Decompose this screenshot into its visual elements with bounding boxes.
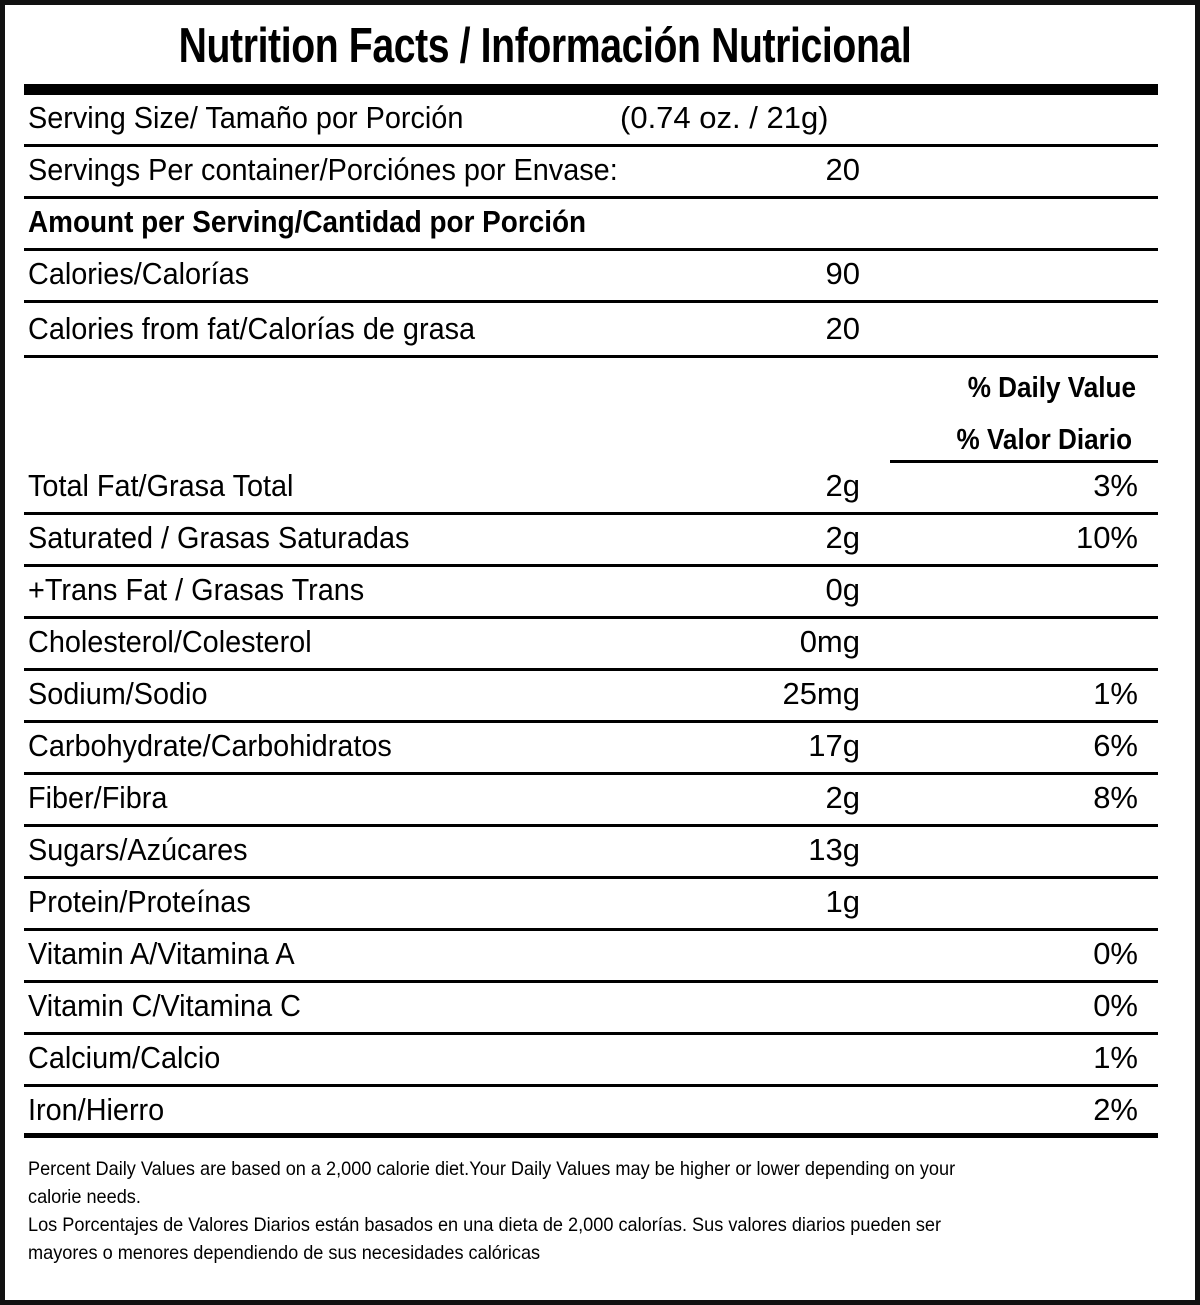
footer-divider: [24, 1133, 1158, 1138]
nutrient-row: Vitamin A/Vitamina A 0%: [24, 931, 1158, 983]
calories-from-fat-value: 20: [825, 311, 860, 346]
nutrient-row: Carbohydrate/Carbohidratos 17g 6%: [24, 723, 1158, 775]
nutrient-amount: 1g: [825, 884, 860, 919]
nutrient-label: Iron/Hierro: [28, 1092, 165, 1127]
nutrient-row: Saturated / Grasas Saturadas 2g 10%: [24, 515, 1158, 567]
serving-size-row: Serving Size/ Tamaño por Porción (0.74 o…: [24, 95, 1158, 147]
nutrient-label: Saturated / Grasas Saturadas: [28, 520, 410, 555]
serving-size-value: (0.74 oz. / 21g): [620, 100, 829, 135]
nutrient-row: Iron/Hierro 2%: [24, 1087, 1158, 1136]
nutrient-row: Sodium/Sodio 25mg 1%: [24, 671, 1158, 723]
nutrient-label: Sodium/Sodio: [28, 676, 208, 711]
nutrient-daily-value: 1%: [1093, 676, 1138, 711]
nutrient-amount: 2g: [825, 780, 860, 815]
calories-value: 90: [825, 256, 860, 291]
nutrient-daily-value: 3%: [1093, 468, 1138, 503]
label-title: Nutrition Facts / Información Nutriciona…: [0, 18, 1200, 78]
nutrient-label: Vitamin C/Vitamina C: [28, 988, 301, 1023]
servings-per-container-value: 20: [825, 152, 860, 187]
nutrition-table: Serving Size/ Tamaño por Porción (0.74 o…: [24, 95, 1158, 1136]
nutrient-daily-value: 2%: [1093, 1092, 1138, 1127]
nutrient-amount: 17g: [808, 728, 860, 763]
thick-divider: [24, 84, 1158, 95]
nutrient-row: Cholesterol/Colesterol 0mg: [24, 619, 1158, 671]
footnote-es: Los Porcentajes de Valores Diarios están…: [28, 1214, 942, 1264]
nutrient-amount: 0g: [825, 572, 860, 607]
nutrient-label: Sugars/Azúcares: [28, 832, 248, 867]
serving-size-label: Serving Size/ Tamaño por Porción: [28, 100, 464, 135]
footnote: Percent Daily Values are based on a 2,00…: [28, 1155, 1168, 1267]
nutrient-row: +Trans Fat / Grasas Trans 0g: [24, 567, 1158, 619]
nutrient-amount: 2g: [825, 468, 860, 503]
nutrient-daily-value: 0%: [1093, 936, 1138, 971]
nutrient-label: Total Fat/Grasa Total: [28, 468, 294, 503]
footnote-en: Percent Daily Values are based on a 2,00…: [28, 1158, 956, 1208]
nutrient-row: Vitamin C/Vitamina C 0%: [24, 983, 1158, 1035]
daily-value-header-es: % Valor Diario: [956, 424, 1132, 456]
nutrient-row: Calcium/Calcio 1%: [24, 1035, 1158, 1087]
nutrient-label: Carbohydrate/Carbohidratos: [28, 728, 392, 763]
calories-label: Calories/Calorías: [28, 256, 250, 291]
nutrient-label: Vitamin A/Vitamina A: [28, 936, 295, 971]
nutrient-label: Cholesterol/Colesterol: [28, 624, 312, 659]
calories-from-fat-row: Calories from fat/Calorías de grasa 20: [24, 303, 1158, 358]
nutrient-row: Fiber/Fibra 2g 8%: [24, 775, 1158, 827]
nutrient-label: Calcium/Calcio: [28, 1040, 221, 1075]
servings-per-container-label: Servings Per container/Porciónes por Env…: [28, 152, 618, 187]
nutrient-row: Sugars/Azúcares 13g: [24, 827, 1158, 879]
nutrient-label: Protein/Proteínas: [28, 884, 251, 919]
nutrient-row: Total Fat/Grasa Total 2g 3%: [24, 463, 1158, 515]
nutrient-label: Fiber/Fibra: [28, 780, 168, 815]
calories-row: Calories/Calorías 90: [24, 251, 1158, 303]
nutrient-daily-value: 10%: [1075, 520, 1138, 555]
nutrient-label: +Trans Fat / Grasas Trans: [28, 572, 365, 607]
amount-header-row: Amount per Serving/Cantidad por Porción: [24, 199, 1158, 251]
daily-value-header: % Daily Value % Valor Diario: [890, 358, 1158, 463]
nutrient-daily-value: 1%: [1093, 1040, 1138, 1075]
calories-from-fat-label: Calories from fat/Calorías de grasa: [28, 311, 476, 346]
servings-per-container-row: Servings Per container/Porciónes por Env…: [24, 147, 1158, 199]
nutrient-daily-value: 6%: [1093, 728, 1138, 763]
nutrient-amount: 25mg: [782, 676, 860, 711]
nutrient-amount: 2g: [825, 520, 860, 555]
nutrient-row: Protein/Proteínas 1g: [24, 879, 1158, 931]
title-text: Nutrition Facts / Información Nutriciona…: [178, 19, 912, 73]
amount-header: Amount per Serving/Cantidad por Porción: [28, 204, 587, 239]
nutrient-amount: 13g: [808, 832, 860, 867]
nutrient-daily-value: 8%: [1093, 780, 1138, 815]
nutrient-amount: 0mg: [799, 624, 860, 659]
daily-value-header-en: % Daily Value: [967, 372, 1136, 404]
nutrient-daily-value: 0%: [1093, 988, 1138, 1023]
